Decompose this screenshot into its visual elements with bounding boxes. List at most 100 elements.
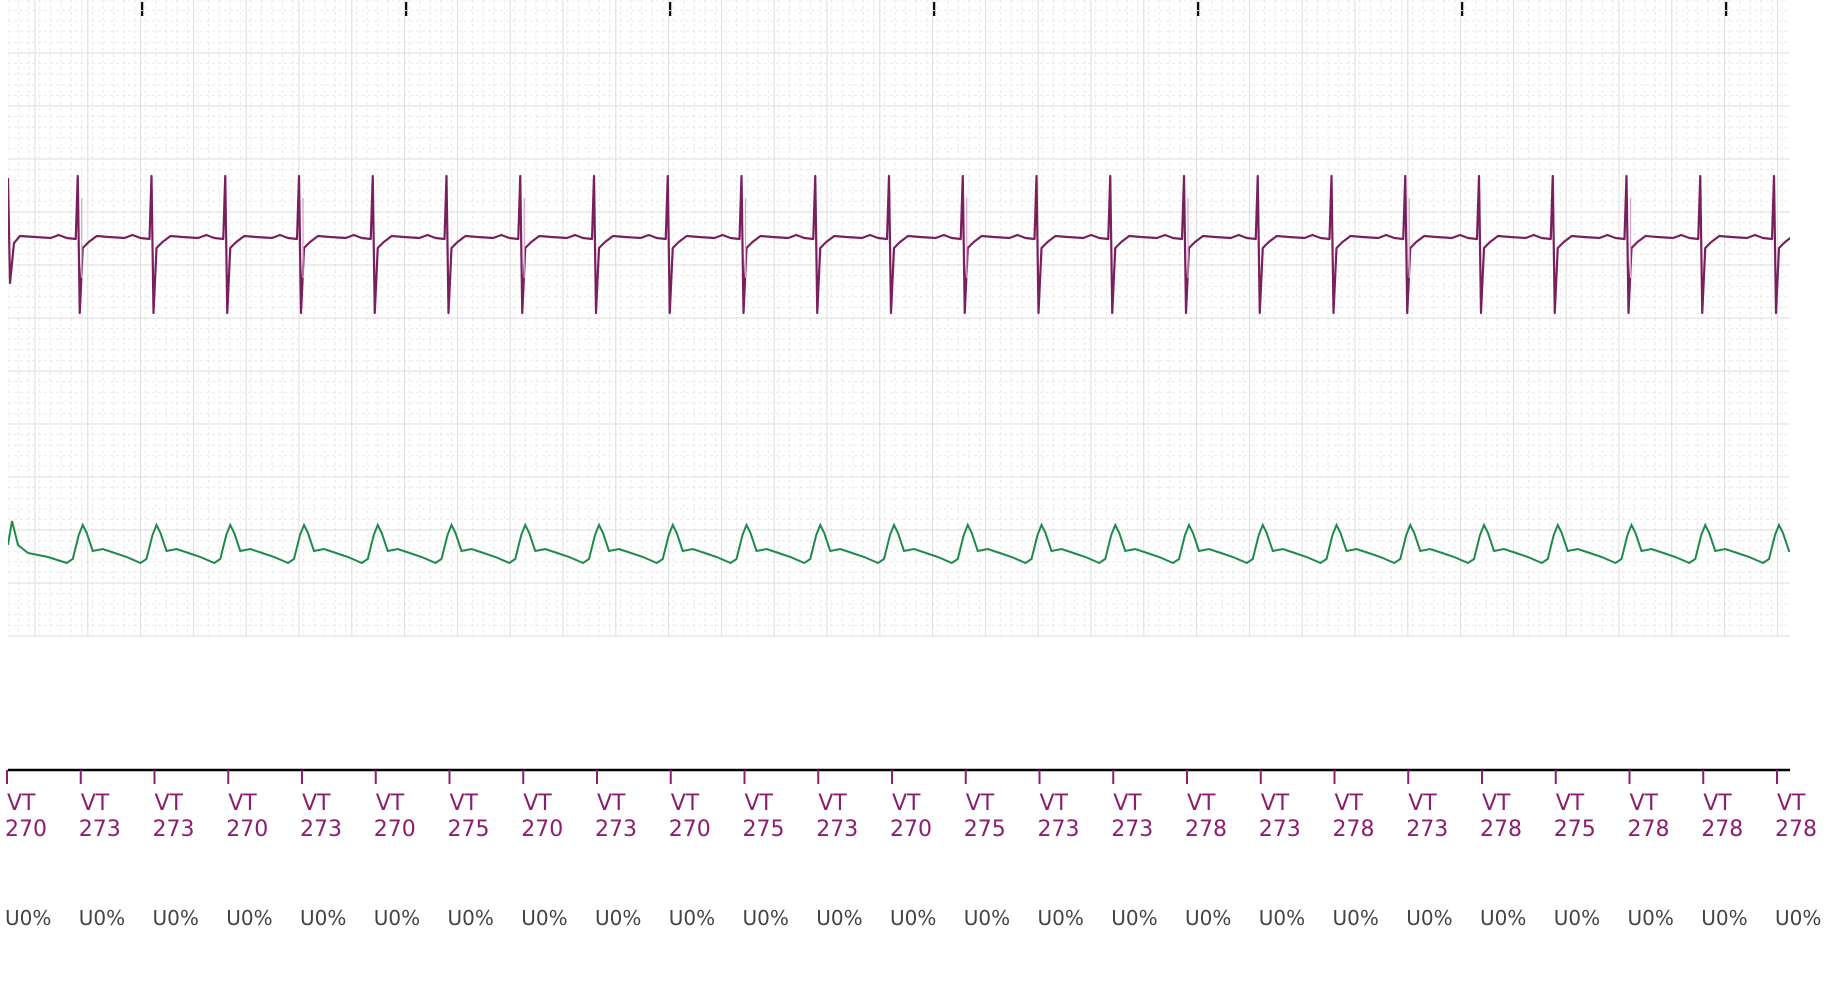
beat-sub-label: U0%	[816, 906, 862, 930]
beat-rate-label: 273	[1111, 817, 1153, 842]
beat-sub-label: U0%	[964, 906, 1010, 930]
ecg-trace	[8, 174, 1790, 315]
beat-sub-label: U0%	[79, 906, 125, 930]
beat-type-label: VT	[818, 791, 847, 816]
beat-sub-label: U0%	[1701, 906, 1747, 930]
time-scale-ticks	[140, 2, 1728, 16]
beat-type-label: VT	[1482, 791, 1511, 816]
beat-type-label: VT	[1113, 791, 1142, 816]
beat-type-label: VT	[1703, 791, 1732, 816]
beat-sub-label: U0%	[1111, 906, 1157, 930]
beat-rate-label: 275	[743, 817, 785, 842]
ecg-trace-highlight	[81, 198, 1632, 278]
beat-sub-label: U0%	[1038, 906, 1084, 930]
beat-rate-label: 278	[1333, 817, 1375, 842]
beat-sub-label: U0%	[226, 906, 272, 930]
beat-rate-label: 275	[448, 817, 490, 842]
beat-type-label: VT	[1777, 791, 1806, 816]
pressure-trace	[8, 520, 1790, 565]
beat-sub-label: U0%	[448, 906, 494, 930]
beat-type-label: VT	[745, 791, 774, 816]
beat-rate-label: 270	[226, 817, 268, 842]
beat-type-label: VT	[228, 791, 257, 816]
beat-sub-label: U0%	[374, 906, 420, 930]
beat-type-label: VT	[1187, 791, 1216, 816]
beat-annotations: VT270U0%VT273U0%VT273U0%VT270U0%VT273U0%…	[5, 770, 1821, 930]
beat-sub-label: U0%	[1775, 906, 1821, 930]
beat-type-label: VT	[1040, 791, 1069, 816]
beat-sub-label: U0%	[521, 906, 567, 930]
beat-type-label: VT	[671, 791, 700, 816]
beat-rate-label: 273	[816, 817, 858, 842]
beat-rate-label: 273	[1406, 817, 1448, 842]
beat-sub-label: U0%	[1259, 906, 1305, 930]
beat-rate-label: 273	[153, 817, 195, 842]
beat-type-label: VT	[1556, 791, 1585, 816]
beat-rate-label: 270	[374, 817, 416, 842]
beat-type-label: VT	[1261, 791, 1290, 816]
beat-rate-label: 270	[890, 817, 932, 842]
beat-type-label: VT	[523, 791, 552, 816]
beat-type-label: VT	[450, 791, 479, 816]
beat-sub-label: U0%	[1628, 906, 1674, 930]
waveform-panel	[8, 0, 1790, 637]
beat-sub-label: U0%	[153, 906, 199, 930]
beat-sub-label: U0%	[5, 906, 51, 930]
beat-type-label: VT	[302, 791, 331, 816]
beat-type-label: VT	[966, 791, 995, 816]
beat-type-label: VT	[376, 791, 405, 816]
beat-sub-label: U0%	[595, 906, 641, 930]
beat-type-label: VT	[1408, 791, 1437, 816]
beat-sub-label: U0%	[1185, 906, 1231, 930]
beat-rate-label: 275	[1554, 817, 1596, 842]
beat-sub-label: U0%	[743, 906, 789, 930]
beat-rate-label: 273	[1259, 817, 1301, 842]
beat-rate-label: 278	[1628, 817, 1670, 842]
beat-sub-label: U0%	[1480, 906, 1526, 930]
beat-rate-label: 273	[1038, 817, 1080, 842]
beat-rate-label: 278	[1701, 817, 1743, 842]
beat-rate-label: 273	[79, 817, 121, 842]
beat-sub-label: U0%	[300, 906, 346, 930]
beat-type-label: VT	[155, 791, 184, 816]
beat-type-label: VT	[81, 791, 110, 816]
beat-rate-label: 270	[521, 817, 563, 842]
beat-rate-label: 278	[1480, 817, 1522, 842]
beat-sub-label: U0%	[1333, 906, 1379, 930]
beat-rate-label: 278	[1775, 817, 1817, 842]
beat-type-label: VT	[1335, 791, 1364, 816]
beat-sub-label: U0%	[890, 906, 936, 930]
beat-type-label: VT	[892, 791, 921, 816]
beat-sub-label: U0%	[1554, 906, 1600, 930]
beat-rate-label: 273	[300, 817, 342, 842]
beat-type-label: VT	[597, 791, 626, 816]
beat-type-label: VT	[1630, 791, 1659, 816]
beat-rate-label: 270	[669, 817, 711, 842]
beat-sub-label: U0%	[1406, 906, 1452, 930]
beat-rate-label: 275	[964, 817, 1006, 842]
